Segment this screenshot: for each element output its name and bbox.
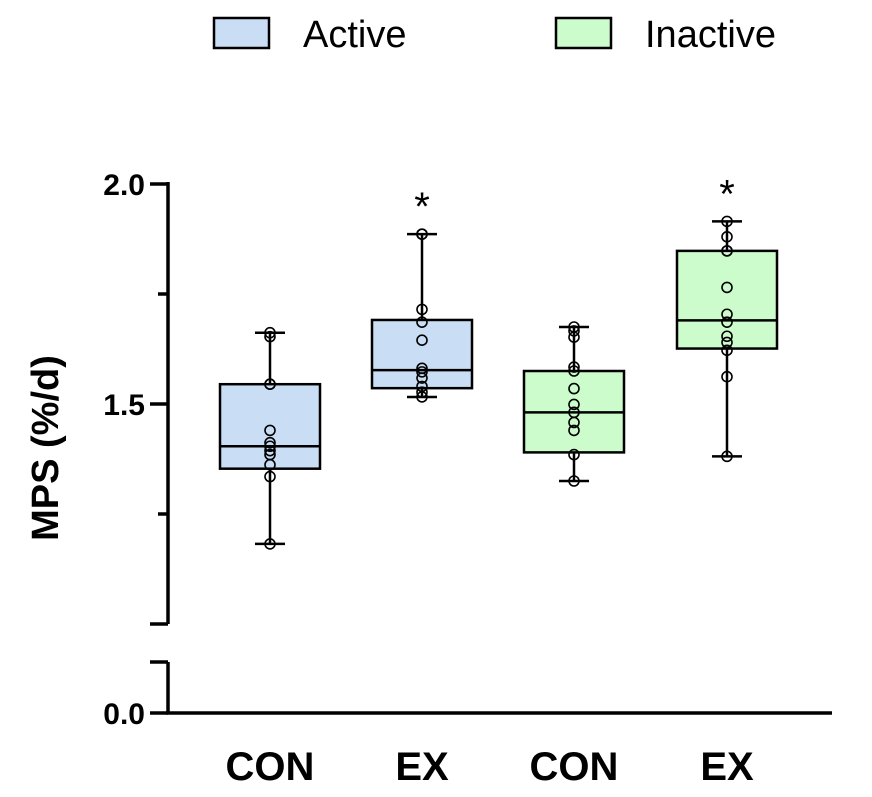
data-point: [416, 316, 428, 328]
legend-label-active: Active: [303, 14, 406, 56]
x-tick-label: CON: [530, 745, 619, 789]
data-point: [416, 228, 428, 240]
data-point: [264, 424, 276, 437]
significance-marker: *: [719, 172, 735, 216]
data-point: [416, 391, 428, 403]
y-tick-label-0.0: 0.0: [103, 698, 145, 731]
data-point: [416, 334, 428, 347]
x-tick-label: EX: [395, 745, 449, 789]
legend-swatch-inactive: [554, 16, 613, 50]
significance-marker: *: [414, 185, 430, 229]
data-point: [264, 378, 276, 391]
data-point: [568, 475, 580, 487]
data-point: [568, 382, 580, 395]
y-axis: [150, 182, 170, 715]
data-point: [721, 308, 733, 321]
data-point: [416, 303, 428, 316]
box-group-3: [522, 321, 626, 487]
x-tick-label: CON: [226, 745, 315, 789]
data-point: [264, 436, 276, 449]
data-point: [568, 361, 580, 373]
data-point: [568, 325, 580, 337]
box-iqr: [370, 318, 474, 390]
box-iqr: [218, 382, 322, 470]
box-iqr: [675, 249, 779, 350]
data-point: [416, 386, 428, 398]
data-point: [721, 281, 733, 294]
data-point: [264, 440, 276, 453]
data-point: [568, 416, 580, 429]
data-point: [568, 365, 580, 377]
x-tick-label: EX: [700, 745, 754, 789]
legend: Active Inactive: [212, 14, 776, 56]
data-point: [264, 444, 276, 457]
data-point: [264, 326, 276, 339]
box-group-1: [218, 326, 322, 550]
legend-label-inactive: Inactive: [645, 14, 776, 56]
box-group-4: *: [675, 172, 779, 463]
box-group-2: *: [370, 185, 474, 403]
boxes-layer: * *: [218, 172, 779, 550]
y-tick-label-1.5: 1.5: [103, 389, 145, 422]
data-point: [264, 470, 276, 483]
legend-swatch-active: [212, 16, 271, 50]
data-point: [568, 398, 580, 411]
data-point: [568, 331, 580, 343]
data-point: [264, 538, 276, 550]
data-point: [721, 370, 733, 383]
y-axis-title: MPS (%/d): [25, 355, 67, 541]
data-point: [568, 448, 580, 461]
data-point: [721, 215, 733, 228]
x-tick-labels: CON EX CON EX: [226, 745, 754, 789]
data-point: [264, 458, 276, 471]
data-point: [721, 231, 733, 243]
y-tick-label-2.0: 2.0: [103, 169, 145, 202]
data-point: [721, 316, 733, 328]
data-point: [264, 330, 276, 343]
data-point: [416, 372, 428, 384]
data-point: [721, 330, 733, 343]
data-point: [721, 245, 733, 257]
data-point: [568, 424, 580, 437]
data-point: [416, 366, 428, 378]
data-point: [721, 336, 733, 349]
data-point: [721, 450, 733, 463]
data-point: [721, 344, 733, 357]
